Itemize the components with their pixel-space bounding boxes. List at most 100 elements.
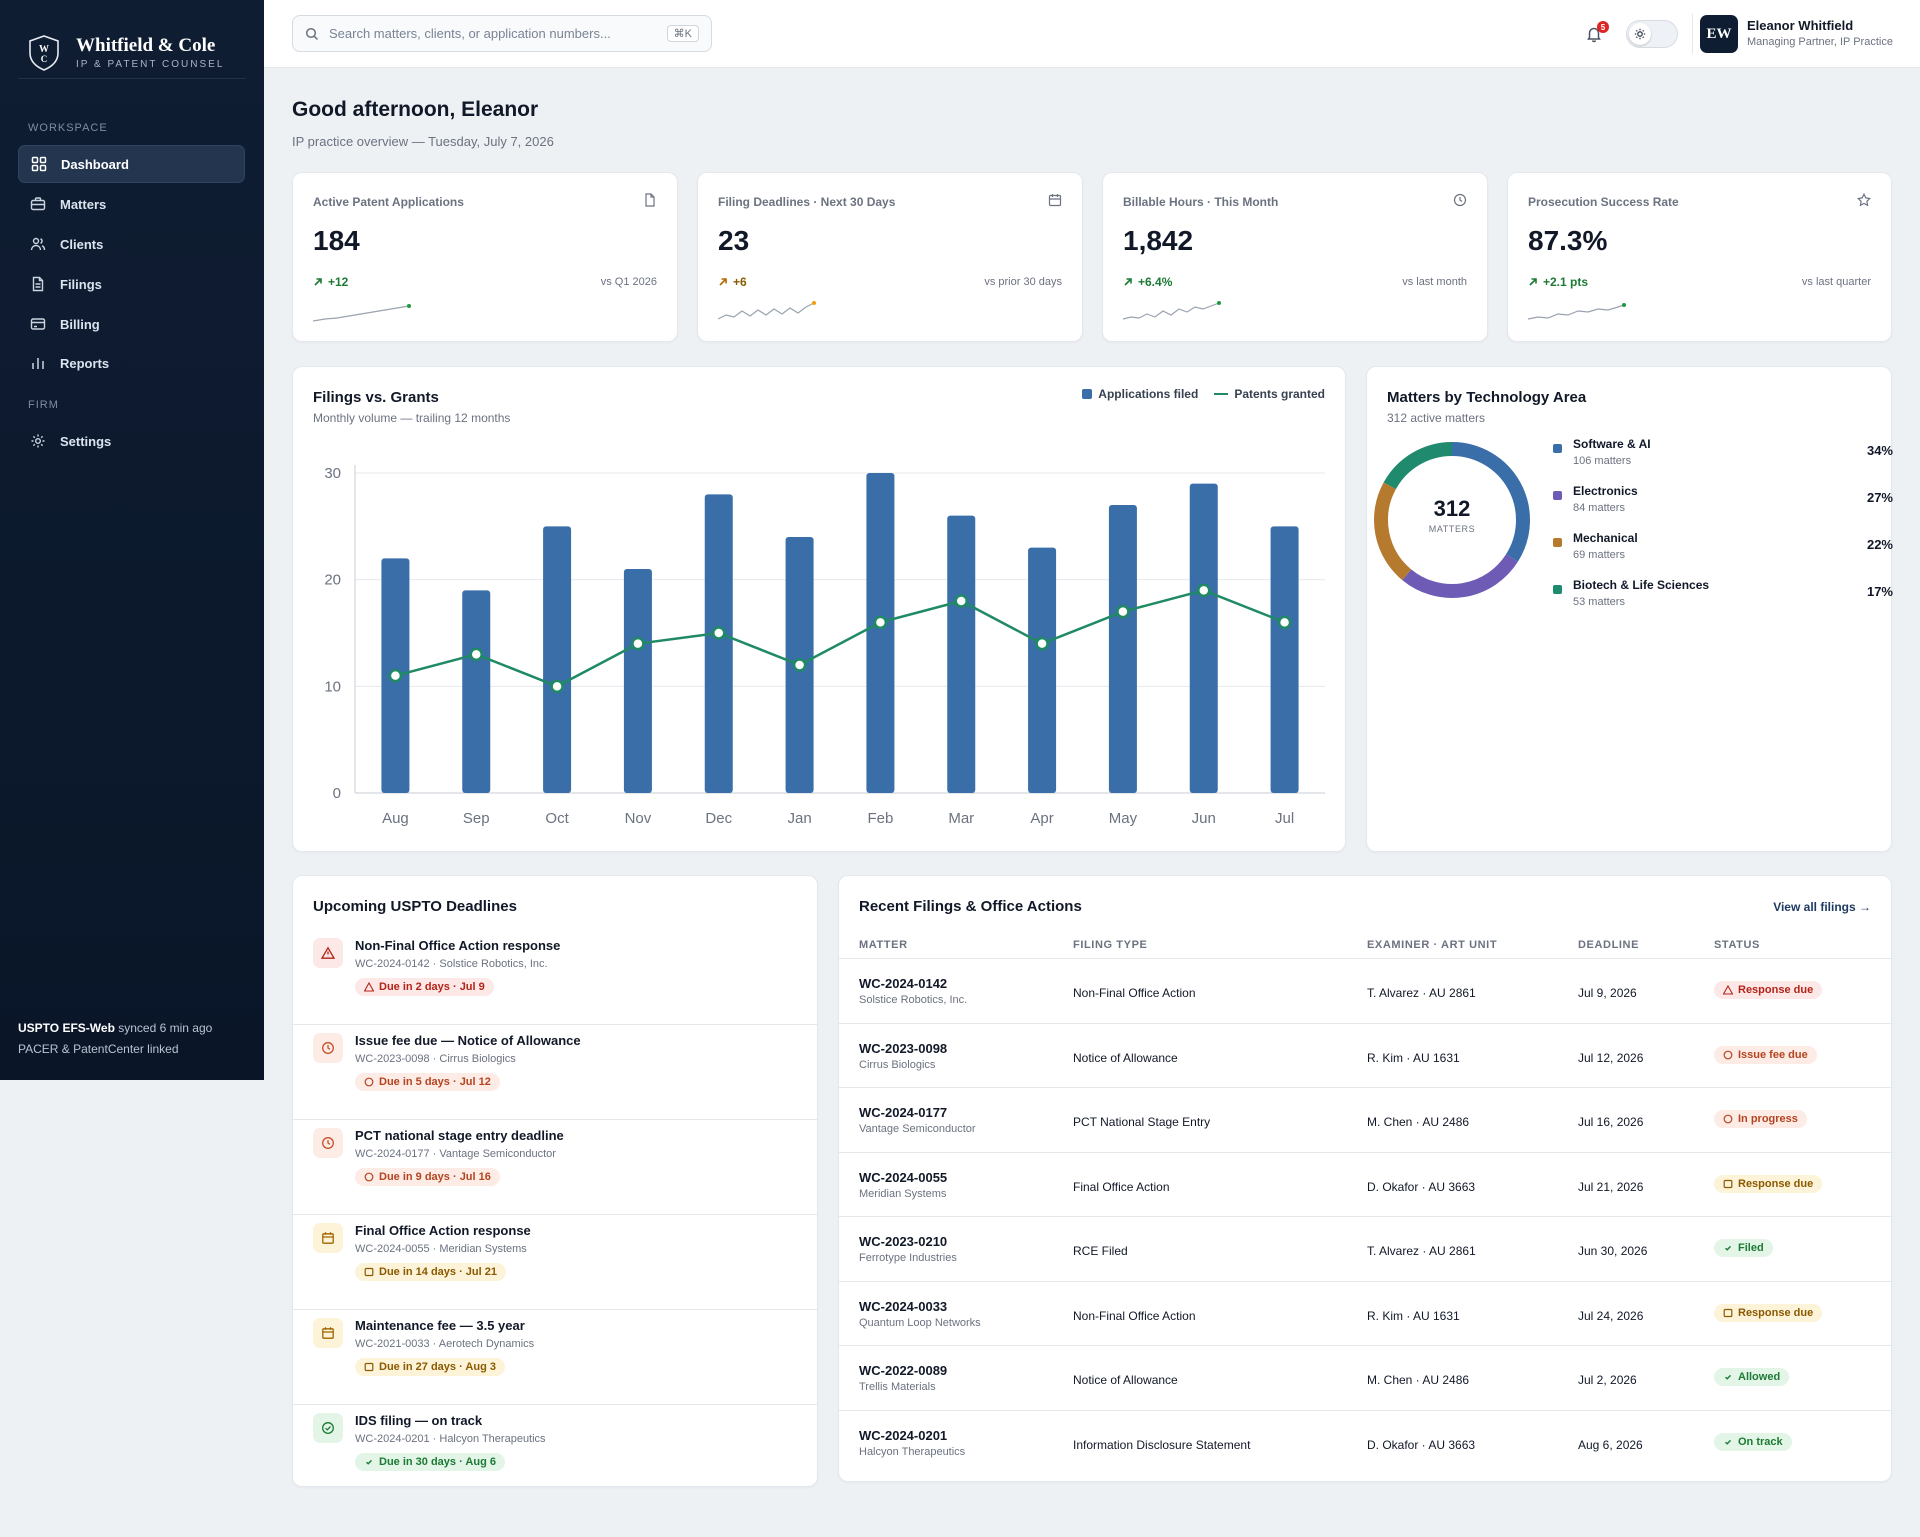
avatar[interactable]: EW bbox=[1700, 15, 1738, 53]
tech-area-item[interactable]: Electronics 84 matters 27% bbox=[1553, 484, 1893, 524]
table-row[interactable]: WC-2024-0177 Vantage Semiconductor PCT N… bbox=[839, 1088, 1891, 1153]
tech-area-item[interactable]: Mechanical 69 matters 22% bbox=[1553, 531, 1893, 571]
table-row[interactable]: WC-2023-0210 Ferrotype Industries RCE Fi… bbox=[839, 1217, 1891, 1282]
examiner: M. Chen · AU 2486 bbox=[1367, 1115, 1470, 1129]
client-name: Ferrotype Industries bbox=[859, 1252, 957, 1264]
kpi-card-hours[interactable]: Billable Hours · This Month 1,842 +6.4% … bbox=[1102, 172, 1488, 342]
tech-area-pct: 22% bbox=[1866, 537, 1893, 552]
client-name: Meridian Systems bbox=[859, 1187, 947, 1200]
sidebar-item-clients[interactable]: Clients bbox=[18, 225, 245, 263]
column-header-deadline[interactable]: DEADLINE bbox=[1578, 939, 1640, 951]
sidebar-item-dashboard[interactable]: Dashboard bbox=[18, 145, 245, 183]
sidebar-item-matters[interactable]: Matters bbox=[18, 185, 245, 223]
status-label: In progress bbox=[1738, 1113, 1798, 1125]
legend-item-filed[interactable]: Applications filed bbox=[1082, 387, 1198, 401]
search-input[interactable] bbox=[329, 26, 657, 41]
kpi-card-success-rate[interactable]: Prosecution Success Rate 87.3% +2.1 pts … bbox=[1507, 172, 1892, 342]
filing-type: Information Disclosure Statement bbox=[1073, 1437, 1251, 1452]
briefcase-icon bbox=[30, 197, 46, 211]
sparkline bbox=[1528, 303, 1626, 320]
filing-type: RCE Filed bbox=[1073, 1244, 1128, 1258]
theme-toggle[interactable] bbox=[1626, 20, 1678, 48]
column-header-matter[interactable]: MATTER bbox=[859, 939, 908, 951]
chart-title: Filings vs. Grants bbox=[313, 389, 439, 406]
brand[interactable]: W C Whitfield & Cole IP & PATENT COUNSEL bbox=[0, 0, 264, 80]
matter-id[interactable]: WC-2022-0089 bbox=[859, 1363, 948, 1378]
due-badge: Due in 9 days · Jul 16 bbox=[355, 1168, 500, 1186]
deadline-item[interactable]: Issue fee due — Notice of Allowance WC-2… bbox=[293, 1025, 817, 1120]
deadline-item[interactable]: Maintenance fee — 3.5 year WC-2021-0033 … bbox=[293, 1310, 817, 1405]
column-header-filing-type[interactable]: FILING TYPE bbox=[1073, 939, 1148, 951]
deadline: Jul 2, 2026 bbox=[1578, 1373, 1637, 1387]
due-label: Due in 5 days · Jul 12 bbox=[379, 1076, 491, 1088]
deadline-title: PCT national stage entry deadline bbox=[355, 1128, 564, 1143]
matter-id[interactable]: WC-2023-0098 bbox=[859, 1040, 948, 1056]
legend-swatch bbox=[1553, 585, 1562, 594]
status-badge: Issue fee due bbox=[1714, 1045, 1817, 1064]
kpi-compare: vs last quarter bbox=[1801, 276, 1871, 288]
status-cell: Response due bbox=[1714, 1174, 1823, 1194]
clock-icon bbox=[313, 1033, 343, 1063]
kpi-delta: +2.1 pts bbox=[1528, 275, 1588, 289]
sidebar-item-filings[interactable]: Filings bbox=[18, 265, 245, 303]
x-tick-label: Aug bbox=[382, 810, 409, 827]
matter-id[interactable]: WC-2024-0177 bbox=[859, 1105, 948, 1120]
deadlines-card: Upcoming USPTO Deadlines Non-Final Offic… bbox=[292, 875, 818, 1487]
matter-id[interactable]: WC-2024-0142 bbox=[859, 976, 948, 991]
bar-sep bbox=[462, 590, 491, 793]
arrow-up-right-icon bbox=[1124, 278, 1132, 286]
table-row[interactable]: WC-2024-0055 Meridian Systems Final Offi… bbox=[839, 1153, 1891, 1217]
status-cell: Response due bbox=[1714, 981, 1823, 1000]
deadline-item[interactable]: Final Office Action response WC-2024-005… bbox=[293, 1215, 817, 1310]
kpi-value: 184 bbox=[313, 225, 360, 256]
deadline: Jul 12, 2026 bbox=[1578, 1050, 1644, 1065]
tech-area-item[interactable]: Software & AI 106 matters 34% bbox=[1553, 437, 1893, 477]
status-cell: On track bbox=[1714, 1432, 1792, 1452]
filings-table-card: Recent Filings & Office Actions View all… bbox=[838, 875, 1892, 1482]
deadline-item[interactable]: Non-Final Office Action response WC-2024… bbox=[293, 930, 817, 1025]
legend-item-granted[interactable]: Patents granted bbox=[1214, 387, 1325, 401]
sidebar-item-label: Dashboard bbox=[61, 156, 129, 172]
deadline-item[interactable]: IDS filing — on track WC-2024-0201 · Hal… bbox=[293, 1405, 817, 1486]
client-name: Cirrus Biologics bbox=[859, 1058, 936, 1071]
bar-feb bbox=[866, 473, 895, 793]
circle-icon bbox=[1723, 1050, 1733, 1059]
kpi-delta: +12 bbox=[313, 275, 348, 289]
notifications-button[interactable]: 5 bbox=[1584, 21, 1609, 46]
sidebar-item-settings[interactable]: Settings bbox=[18, 422, 245, 460]
sidebar-item-billing[interactable]: Billing bbox=[18, 305, 245, 343]
table-row[interactable]: WC-2023-0098 Cirrus Biologics Notice of … bbox=[839, 1024, 1891, 1088]
user-name[interactable]: Eleanor Whitfield bbox=[1747, 18, 1854, 33]
kpi-card-deadlines[interactable]: Filing Deadlines · Next 30 Days 23 +6 vs… bbox=[697, 172, 1083, 342]
matter-id[interactable]: WC-2024-0201 bbox=[859, 1427, 948, 1443]
matter-id[interactable]: WC-2024-0033 bbox=[859, 1298, 948, 1314]
x-tick-label: Sep bbox=[463, 810, 490, 827]
table-row[interactable]: WC-2024-0142 Solstice Robotics, Inc. Non… bbox=[839, 959, 1891, 1024]
calendar-icon bbox=[313, 1318, 343, 1348]
sidebar-item-label: Settings bbox=[60, 433, 112, 449]
search-box[interactable]: ⌘K bbox=[292, 15, 712, 52]
table-row[interactable]: WC-2022-0089 Trellis Materials Notice of… bbox=[839, 1346, 1891, 1411]
alert-triangle-icon bbox=[364, 982, 374, 992]
kpi-card-applications[interactable]: Active Patent Applications 184 +12 vs Q1… bbox=[292, 172, 678, 342]
examiner: M. Chen · AU 2486 bbox=[1367, 1373, 1470, 1387]
column-header-examiner[interactable]: EXAMINER · ART UNIT bbox=[1367, 939, 1498, 951]
legend-swatch-bar bbox=[1082, 389, 1093, 399]
square-icon bbox=[364, 1267, 374, 1277]
sidebar-item-reports[interactable]: Reports bbox=[18, 344, 245, 382]
status-label: Response due bbox=[1738, 984, 1814, 996]
table-row[interactable]: WC-2024-0033 Quantum Loop Networks Non-F… bbox=[839, 1282, 1891, 1346]
deadline-title: Maintenance fee — 3.5 year bbox=[355, 1318, 525, 1333]
matter-id[interactable]: WC-2024-0055 bbox=[859, 1169, 948, 1185]
bar-apr bbox=[1028, 547, 1057, 793]
due-badge: Due in 5 days · Jul 12 bbox=[355, 1073, 500, 1091]
y-tick-label: 0 bbox=[333, 785, 341, 802]
tech-area-item[interactable]: Biotech & Life Sciences 53 matters 17% bbox=[1553, 578, 1893, 618]
view-all-filings-link[interactable]: View all filings → bbox=[1773, 900, 1871, 914]
column-header-status[interactable]: STATUS bbox=[1714, 939, 1760, 951]
table-row[interactable]: WC-2024-0201 Halcyon Therapeutics Inform… bbox=[839, 1411, 1891, 1476]
x-tick-label: Mar bbox=[948, 810, 974, 827]
matter-id[interactable]: WC-2023-0210 bbox=[859, 1234, 948, 1249]
deadline-item[interactable]: PCT national stage entry deadline WC-202… bbox=[293, 1120, 817, 1215]
user-role: Managing Partner, IP Practice bbox=[1747, 36, 1893, 48]
